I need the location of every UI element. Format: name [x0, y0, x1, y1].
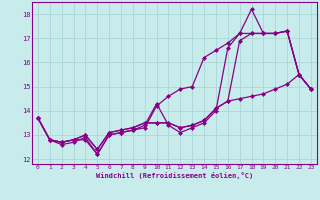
- X-axis label: Windchill (Refroidissement éolien,°C): Windchill (Refroidissement éolien,°C): [96, 172, 253, 179]
